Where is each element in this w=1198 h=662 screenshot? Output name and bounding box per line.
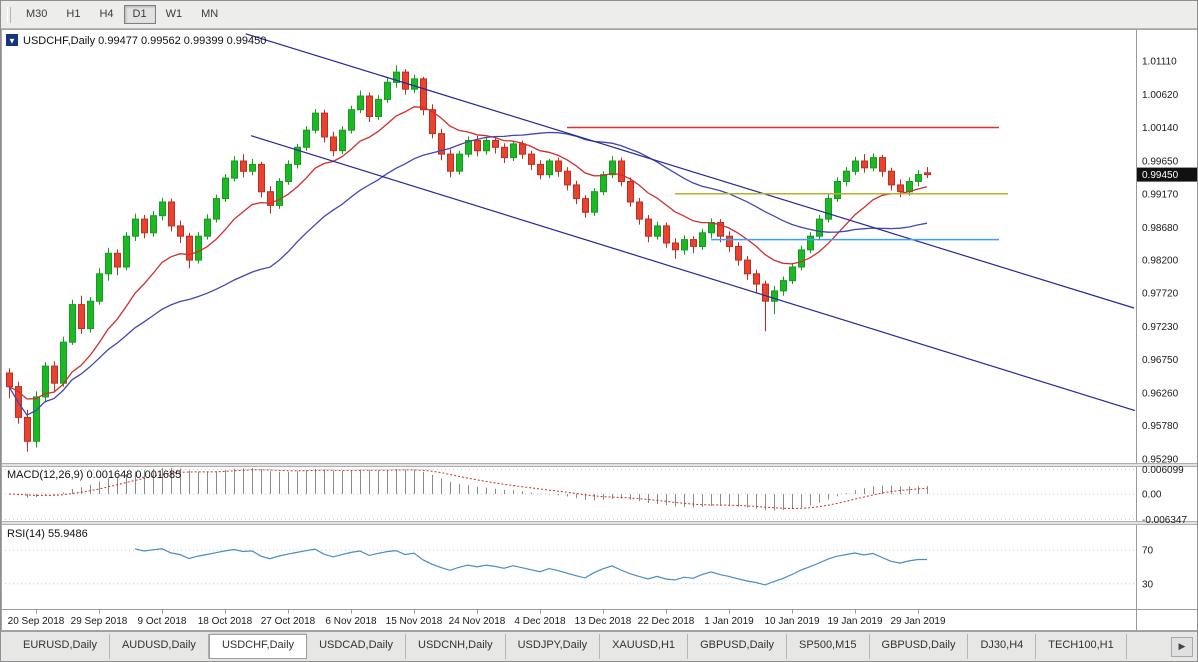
- svg-text:-0.006347: -0.006347: [1142, 515, 1187, 526]
- trendline-2: [250, 135, 1136, 412]
- svg-text:0.99650: 0.99650: [1142, 157, 1179, 168]
- rsi-panel: 70 30 RSI(14) 55.9486: [1, 528, 1154, 590]
- svg-text:70: 70: [1142, 546, 1154, 557]
- svg-text:0.97720: 0.97720: [1142, 288, 1179, 299]
- chart-title-text: USDCHF,Daily 0.99477 0.99562 0.99399 0.9…: [23, 35, 266, 47]
- slow-ma-line: [8, 131, 928, 416]
- svg-text:0.96750: 0.96750: [1142, 355, 1179, 366]
- tab-scroll-right-button[interactable]: ▶: [1171, 636, 1193, 657]
- svg-text:27 Oct 2018: 27 Oct 2018: [261, 616, 316, 627]
- timeframe-toolbar: M30 H1 H4 D1 W1 MN: [1, 1, 1197, 29]
- svg-text:6 Nov 2018: 6 Nov 2018: [325, 616, 377, 627]
- fast-ma-line: [8, 106, 928, 400]
- symbol-tabbar: EURUSD,Daily AUDUSD,Daily USDCHF,Daily USDC…: [1, 631, 1197, 661]
- symbol-tab-1-audusd-daily[interactable]: AUDUSD,Daily: [110, 634, 209, 659]
- svg-text:15 Nov 2018: 15 Nov 2018: [386, 616, 443, 627]
- svg-text:20 Sep 2018: 20 Sep 2018: [8, 616, 65, 627]
- symbol-tab-9-gbpusd-daily[interactable]: GBPUSD,Daily: [870, 634, 969, 659]
- svg-text:0.99450: 0.99450: [1142, 170, 1179, 181]
- chart-background: [1, 29, 1197, 631]
- svg-text:24 Nov 2018: 24 Nov 2018: [449, 616, 506, 627]
- timeframe-button-w1[interactable]: W1: [157, 5, 192, 24]
- main-price-panel: [6, 33, 1136, 452]
- svg-text:RSI(14) 55.9486: RSI(14) 55.9486: [7, 528, 88, 540]
- symbol-tab-2-usdchf-daily[interactable]: USDCHF,Daily: [208, 634, 308, 659]
- time-axis: 20 Sep 2018 29 Sep 2018 9 Oct 2018 18 Oct 2…: [1, 609, 1197, 627]
- svg-text:1 Jan 2019: 1 Jan 2019: [704, 616, 754, 627]
- chart-area: 1.01110 1.00620 1.00140 0.99650 0.99170 0.986…: [1, 29, 1197, 631]
- svg-text:29 Sep 2018: 29 Sep 2018: [71, 616, 128, 627]
- trendline-1: [245, 33, 1135, 309]
- timeframe-button-h4[interactable]: H4: [90, 5, 122, 24]
- svg-text:9 Oct 2018: 9 Oct 2018: [138, 616, 187, 627]
- svg-text:18 Oct 2018: 18 Oct 2018: [198, 616, 253, 627]
- panel-separator[interactable]: [1, 463, 1197, 467]
- rsi-line: [134, 548, 927, 586]
- svg-text:0.96260: 0.96260: [1142, 388, 1179, 399]
- svg-text:0.99170: 0.99170: [1142, 189, 1179, 200]
- svg-text:0.98680: 0.98680: [1142, 223, 1179, 234]
- current-price-badge: 0.99450: [1137, 167, 1197, 182]
- svg-text:0.00: 0.00: [1142, 490, 1162, 501]
- symbol-tab-0-eurusd-daily[interactable]: EURUSD,Daily: [11, 634, 110, 659]
- svg-text:▼: ▼: [8, 37, 16, 46]
- chart-border: [1, 29, 1197, 631]
- timeframe-button-d1[interactable]: D1: [123, 5, 156, 24]
- horizontal-lines[interactable]: [567, 126, 1008, 241]
- symbol-tab-5-usdjpy-daily[interactable]: USDJPY,Daily: [506, 634, 601, 659]
- symbol-tab-8-sp500-m15[interactable]: SP500,M15: [787, 634, 870, 659]
- svg-text:0.98200: 0.98200: [1142, 256, 1179, 267]
- symbol-tab-6-xauusd-h1[interactable]: XAUUSD,H1: [600, 634, 689, 659]
- symbol-tab-10-dj30-h4[interactable]: DJ30,H4: [968, 634, 1037, 659]
- svg-text:MACD(12,26,9) 0.001648 0.00168: MACD(12,26,9) 0.001648 0.001685: [7, 469, 181, 481]
- macd-signal-line: [8, 469, 928, 510]
- symbol-tab-7-gbpusd-daily[interactable]: GBPUSD,Daily: [688, 634, 788, 659]
- candlestick-series: [6, 65, 931, 452]
- chart-menu-icon[interactable]: [6, 34, 18, 46]
- svg-text:30: 30: [1142, 579, 1154, 590]
- symbol-tab-11-tech100-h1[interactable]: TECH100,H1: [1036, 634, 1127, 659]
- toolbar-grip: [7, 6, 11, 23]
- svg-text:0.006099: 0.006099: [1142, 465, 1184, 476]
- symbol-tab-4-usdcnh-daily[interactable]: USDCNH,Daily: [406, 634, 506, 659]
- chart-canvas[interactable]: 1.01110 1.00620 1.00140 0.99650 0.99170 0.986…: [1, 29, 1197, 631]
- svg-text:0.97230: 0.97230: [1142, 322, 1179, 333]
- svg-text:1.00140: 1.00140: [1142, 123, 1179, 134]
- trendlines[interactable]: [245, 33, 1136, 412]
- symbol-tabs: EURUSD,Daily AUDUSD,Daily USDCHF,Daily USDC…: [11, 634, 1127, 659]
- svg-text:1.00620: 1.00620: [1142, 90, 1179, 101]
- price-axis: 1.01110 1.00620 1.00140 0.99650 0.99170 0.986…: [1142, 57, 1179, 466]
- svg-text:19 Jan 2019: 19 Jan 2019: [827, 616, 882, 627]
- chart-title: ▼ USDCHF,Daily 0.99477 0.99562 0.99399 0.…: [6, 34, 266, 47]
- svg-text:0.95290: 0.95290: [1142, 455, 1179, 466]
- caret-right-icon: ▶: [1178, 641, 1186, 651]
- symbol-tab-3-usdcad-daily[interactable]: USDCAD,Daily: [307, 634, 407, 659]
- timeframe-button-m30[interactable]: M30: [17, 5, 56, 24]
- timeframe-button-mn[interactable]: MN: [192, 5, 227, 24]
- svg-text:22 Dec 2018: 22 Dec 2018: [638, 616, 695, 627]
- svg-text:29 Jan 2019: 29 Jan 2019: [890, 616, 945, 627]
- svg-text:4 Dec 2018: 4 Dec 2018: [514, 616, 566, 627]
- panel-separator[interactable]: [1, 521, 1197, 525]
- timeframe-button-h1[interactable]: H1: [57, 5, 89, 24]
- svg-text:10 Jan 2019: 10 Jan 2019: [764, 616, 819, 627]
- svg-text:1.01110: 1.01110: [1142, 57, 1177, 68]
- macd-panel: 0.006099 0.00 -0.006347 MACD(12,26,9) 0.001…: [1, 465, 1187, 526]
- svg-text:0.95780: 0.95780: [1142, 421, 1179, 432]
- svg-text:13 Dec 2018: 13 Dec 2018: [575, 616, 632, 627]
